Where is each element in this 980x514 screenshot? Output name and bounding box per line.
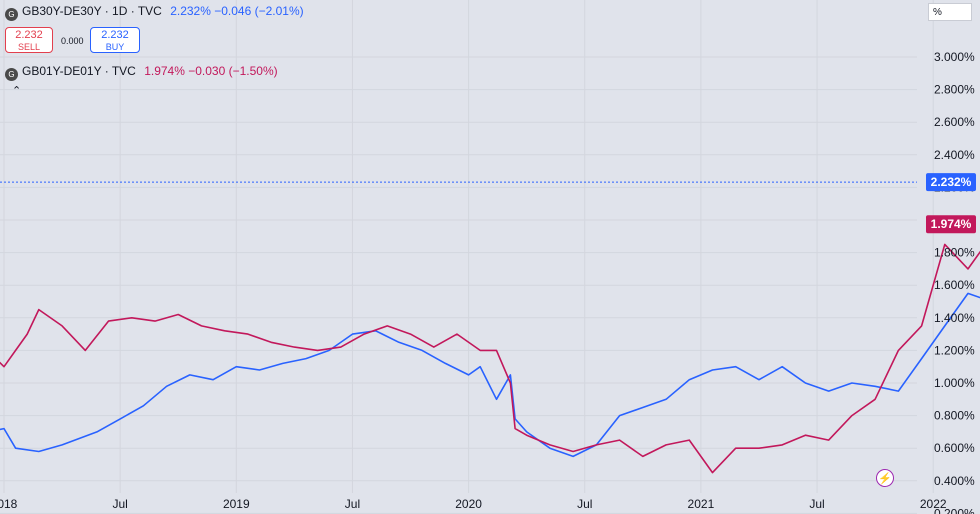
y-axis: 3.000%2.800%2.600%2.400%2.200%2.000%1.80…: [934, 50, 975, 514]
series-2-symbol: GB01Y-DE01Y · TVC: [22, 64, 136, 78]
last-value-tags: 2.232% 1.974%: [926, 173, 976, 234]
logo-icon: G: [5, 68, 18, 81]
series-line-1: [0, 292, 980, 458]
y-tick-label: 1.600%: [934, 278, 975, 292]
x-tick-label: Jul: [345, 497, 360, 511]
y-tick-label: 2.800%: [934, 83, 975, 97]
x-tick-label: Jul: [577, 497, 592, 511]
buy-value: 2.232: [101, 29, 129, 41]
y-tick-label: 1.000%: [934, 376, 975, 390]
lightning-icon[interactable]: ⚡: [876, 469, 894, 487]
last-value-label: 2.232%: [931, 175, 972, 189]
y-tick-label: 1.800%: [934, 246, 975, 260]
legend-series-2[interactable]: G GB01Y-DE01Y · TVC 1.974% −0.030 (−1.50%…: [5, 64, 278, 81]
last-value-tag: [926, 173, 976, 192]
series-line-2: [0, 243, 980, 474]
series-layer: [0, 243, 980, 474]
y-tick-label: 0.200%: [934, 506, 975, 514]
sell-label: SELL: [17, 42, 41, 52]
y-tick-label: 0.600%: [934, 441, 975, 455]
y-tick-label: 3.000%: [934, 50, 975, 64]
series-1-value: 2.232%: [170, 4, 211, 18]
y-tick-label: 2.400%: [934, 148, 975, 162]
x-tick-label: 2021: [688, 497, 715, 511]
y-tick-label: 1.400%: [934, 311, 975, 325]
spread-value: 0.000: [61, 36, 84, 46]
y-tick-label: 2.600%: [934, 115, 975, 129]
series-1-symbol: GB30Y-DE30Y · 1D · TVC: [22, 4, 162, 18]
buy-button[interactable]: 2.232 BUY: [90, 27, 140, 53]
y-tick-label: 0.800%: [934, 409, 975, 423]
buy-label: BUY: [105, 42, 125, 52]
x-tick-label: 2019: [223, 497, 250, 511]
series-2-value: 1.974%: [144, 64, 185, 78]
sell-button[interactable]: 2.232 SELL: [5, 27, 53, 53]
series-2-change: −0.030 (−1.50%): [188, 64, 278, 78]
x-tick-label: 2022: [920, 497, 947, 511]
last-value-label: 1.974%: [931, 217, 972, 231]
last-value-tag: [926, 215, 976, 234]
series-1-change: −0.046 (−2.01%): [214, 4, 304, 18]
x-axis: 2018Jul2019Jul2020Jul2021Jul2022Jul2023J…: [0, 497, 947, 511]
chevron-up-icon[interactable]: ⌃: [12, 85, 22, 97]
y-tick-label: 1.200%: [934, 343, 975, 357]
axis-unit-toggle[interactable]: %: [928, 3, 972, 21]
x-tick-label: 2018: [0, 497, 18, 511]
axis-unit: %: [933, 7, 942, 18]
x-tick-label: Jul: [809, 497, 824, 511]
logo-icon: G: [5, 8, 18, 21]
sell-value: 2.232: [15, 29, 43, 41]
y-tick-label: 0.400%: [934, 474, 975, 488]
x-tick-label: Jul: [112, 497, 127, 511]
x-tick-label: 2020: [455, 497, 482, 511]
legend-series-1[interactable]: G GB30Y-DE30Y · 1D · TVC 2.232% −0.046 (−…: [5, 4, 304, 21]
